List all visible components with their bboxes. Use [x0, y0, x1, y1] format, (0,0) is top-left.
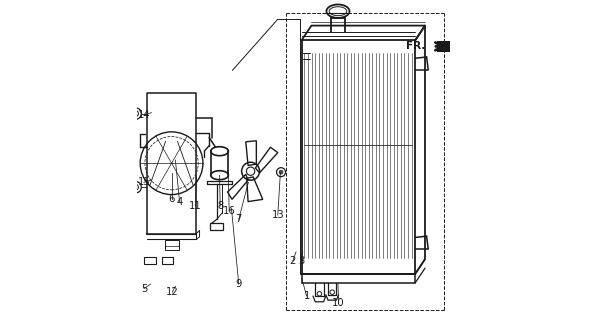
Text: 13: 13	[271, 210, 284, 220]
Bar	[162, 257, 173, 264]
Bar	[165, 240, 179, 250]
Text: 6: 6	[168, 194, 175, 204]
Text: 9: 9	[236, 279, 242, 289]
Text: 2: 2	[290, 256, 296, 266]
Text: 14: 14	[138, 110, 150, 120]
Text: 4: 4	[176, 196, 183, 207]
Circle shape	[279, 170, 283, 174]
Polygon shape	[437, 41, 450, 52]
Text: 1: 1	[304, 291, 310, 301]
Text: 16: 16	[223, 206, 236, 216]
Text: 7: 7	[236, 214, 242, 224]
Text: 15: 15	[138, 177, 150, 188]
Text: 10: 10	[332, 298, 345, 308]
Text: 5: 5	[141, 284, 147, 294]
Bar	[144, 257, 156, 264]
Text: FR.: FR.	[406, 41, 426, 52]
Text: 8: 8	[217, 201, 223, 212]
Text: 3: 3	[298, 256, 304, 266]
Bar	[210, 223, 223, 230]
Text: 12: 12	[166, 287, 179, 297]
Text: 11: 11	[189, 201, 202, 212]
